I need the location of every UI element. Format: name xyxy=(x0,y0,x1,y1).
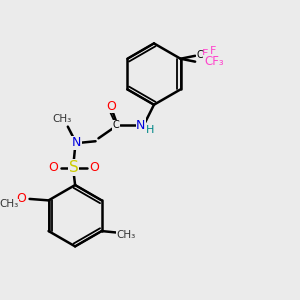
Text: CH₃: CH₃ xyxy=(117,230,136,240)
Text: C: C xyxy=(196,50,203,60)
Text: C: C xyxy=(112,120,119,130)
Text: F: F xyxy=(209,46,216,56)
Text: O: O xyxy=(89,161,99,174)
Text: F: F xyxy=(202,49,208,59)
Text: CH₃: CH₃ xyxy=(0,199,19,209)
Text: CH₃: CH₃ xyxy=(52,114,72,124)
Text: N: N xyxy=(136,119,146,132)
Text: H: H xyxy=(146,125,154,135)
Text: O: O xyxy=(107,100,117,113)
Text: O: O xyxy=(48,161,58,174)
Text: O: O xyxy=(16,192,26,206)
Text: S: S xyxy=(69,160,79,175)
Text: CF₃: CF₃ xyxy=(204,55,224,68)
Text: F: F xyxy=(205,58,212,68)
Text: N: N xyxy=(72,136,81,149)
